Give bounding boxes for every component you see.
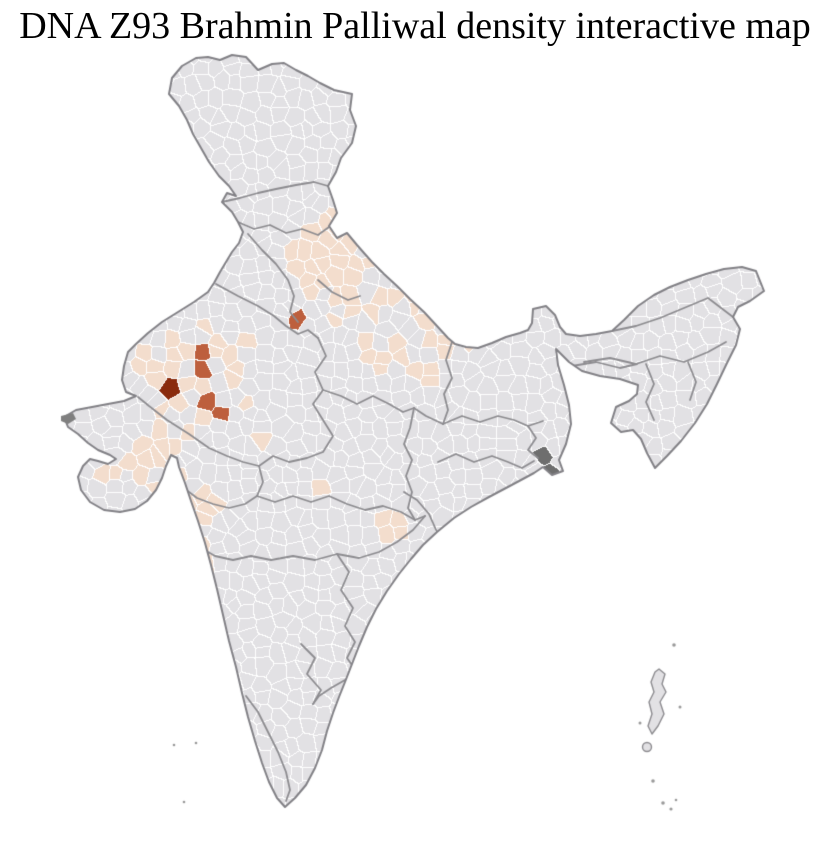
page-title: DNA Z93 Brahmin Palliwal density interac… bbox=[19, 5, 811, 47]
